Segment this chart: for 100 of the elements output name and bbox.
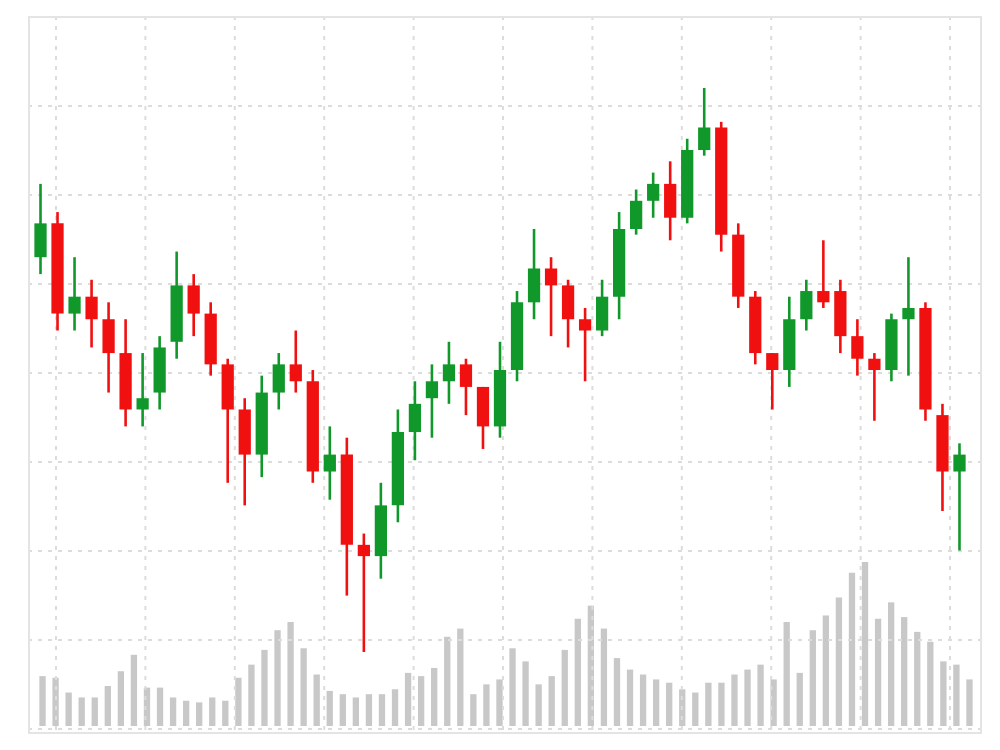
bar xyxy=(91,697,98,726)
candlestick xyxy=(153,334,166,411)
bar xyxy=(809,630,816,726)
bar xyxy=(365,694,373,726)
bar xyxy=(209,697,216,726)
bar xyxy=(953,664,960,726)
bar xyxy=(378,694,386,726)
bar xyxy=(417,676,425,726)
bar xyxy=(483,684,490,726)
bar xyxy=(222,700,229,726)
candlestick xyxy=(851,317,864,377)
candlestick xyxy=(272,351,285,411)
candlestick xyxy=(136,351,149,428)
bar xyxy=(287,622,294,726)
candlestick xyxy=(868,351,881,423)
bar xyxy=(914,631,921,726)
bar xyxy=(130,654,138,726)
bar xyxy=(326,690,333,726)
bar xyxy=(117,671,125,726)
candlestick xyxy=(323,425,336,502)
bar xyxy=(770,679,777,726)
candlestick xyxy=(85,278,98,349)
candlestick xyxy=(834,278,847,355)
candlestick xyxy=(766,351,779,411)
bar xyxy=(470,694,477,726)
bar xyxy=(666,682,673,726)
candlestick xyxy=(544,255,558,338)
bar xyxy=(522,661,529,726)
bar xyxy=(874,618,882,726)
bar xyxy=(235,677,242,726)
candlestick xyxy=(698,86,711,157)
bar xyxy=(757,664,764,726)
bar xyxy=(496,679,503,726)
candlestick xyxy=(68,255,81,332)
candlestick xyxy=(630,188,643,236)
candlestick xyxy=(425,363,439,439)
candlestick xyxy=(595,278,609,338)
bar xyxy=(613,658,621,726)
bar xyxy=(548,676,555,726)
bar xyxy=(274,630,281,726)
bar xyxy=(196,702,203,726)
candlestick xyxy=(442,340,456,406)
bar xyxy=(313,674,320,726)
bar xyxy=(901,617,908,726)
bar xyxy=(457,628,464,726)
bar xyxy=(65,692,72,726)
bar xyxy=(182,700,190,726)
bar xyxy=(169,697,177,726)
candlestick xyxy=(561,278,575,349)
bar xyxy=(352,697,360,726)
bar xyxy=(561,649,568,726)
bar xyxy=(940,661,947,726)
candlestick xyxy=(664,160,677,242)
candlestick xyxy=(187,272,200,338)
candlestick xyxy=(408,379,422,462)
bar xyxy=(261,649,268,726)
bar xyxy=(861,562,869,726)
bar xyxy=(52,677,59,726)
bar xyxy=(509,648,516,726)
bar xyxy=(966,679,973,726)
bar xyxy=(574,618,581,726)
candlestick xyxy=(817,238,830,310)
bar xyxy=(796,672,803,726)
bar xyxy=(692,692,699,726)
candlestick xyxy=(289,329,302,394)
bar xyxy=(248,664,255,726)
bar xyxy=(705,682,712,726)
candlestick xyxy=(476,385,490,451)
candlestick xyxy=(34,182,47,276)
candlestick xyxy=(357,532,370,654)
bar xyxy=(652,679,660,726)
candlestick xyxy=(238,396,251,507)
bar xyxy=(444,636,451,726)
bar xyxy=(783,622,790,726)
bar xyxy=(104,685,111,726)
bar xyxy=(744,669,751,726)
bar xyxy=(431,667,438,726)
bar xyxy=(535,684,542,726)
candlestick xyxy=(953,442,966,552)
candlestick xyxy=(647,171,660,220)
candlestick xyxy=(102,301,115,394)
bar xyxy=(639,674,647,726)
bar xyxy=(78,697,85,726)
candlestick xyxy=(578,306,592,383)
bar xyxy=(848,572,856,726)
candlestick xyxy=(902,255,915,377)
bar xyxy=(339,694,346,726)
bar xyxy=(731,674,738,726)
bar xyxy=(822,615,830,726)
bar xyxy=(300,648,307,726)
bar xyxy=(927,641,934,726)
bar xyxy=(835,597,843,726)
bar xyxy=(718,682,725,726)
bar xyxy=(39,676,46,726)
bar xyxy=(600,628,608,726)
bar xyxy=(626,669,634,726)
candlestick xyxy=(800,278,813,332)
bar xyxy=(391,689,399,726)
candlestick xyxy=(221,357,234,485)
candlestick xyxy=(459,357,473,417)
